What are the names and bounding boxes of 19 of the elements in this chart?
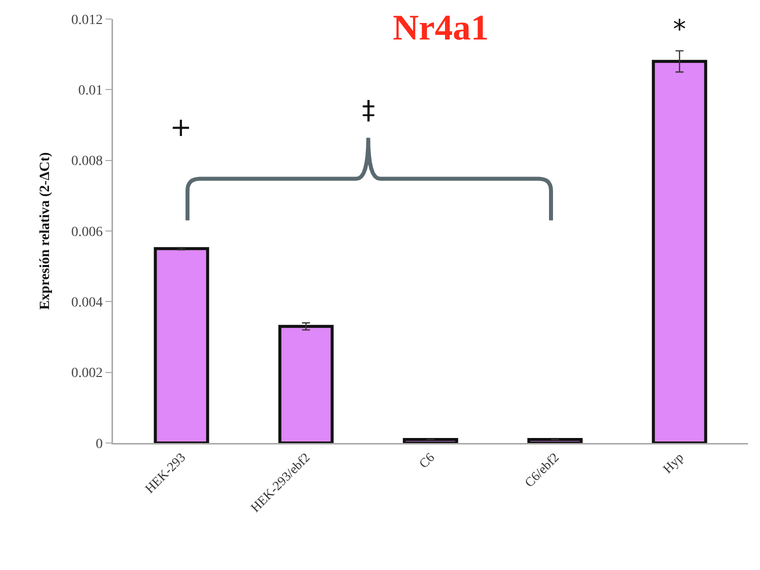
y-tick-label: 0.012 bbox=[71, 12, 103, 28]
bar bbox=[652, 60, 708, 443]
x-tick-label: Hyp bbox=[660, 450, 686, 476]
bar bbox=[154, 247, 210, 443]
annotation: ‡ bbox=[362, 96, 375, 126]
y-axis-title: Expresión relativa (2-ΔCt) bbox=[38, 152, 54, 310]
y-tick-label: 0.01 bbox=[78, 84, 103, 99]
bar bbox=[527, 438, 583, 443]
bar bbox=[402, 438, 458, 443]
chart-title: Nr4a1 bbox=[392, 7, 489, 48]
y-tick-label: 0.006 bbox=[71, 224, 103, 240]
annotation: + bbox=[170, 113, 192, 143]
annotation: * bbox=[673, 15, 686, 45]
y-tick-label: 0.002 bbox=[71, 366, 103, 382]
y-tick-label: 0 bbox=[96, 436, 103, 452]
y-tick-label: 0.008 bbox=[71, 154, 103, 170]
y-tick-label: 0.004 bbox=[71, 296, 103, 311]
x-tick-label: C6 bbox=[416, 449, 438, 472]
bar bbox=[278, 324, 334, 443]
